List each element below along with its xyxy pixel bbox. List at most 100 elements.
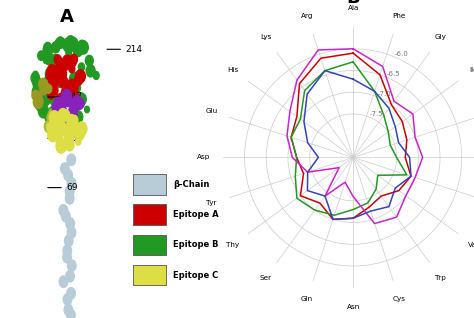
- Circle shape: [68, 61, 74, 68]
- Circle shape: [57, 60, 62, 66]
- Circle shape: [43, 46, 48, 53]
- Circle shape: [50, 93, 60, 107]
- Circle shape: [61, 163, 69, 174]
- Circle shape: [62, 86, 70, 98]
- Circle shape: [67, 227, 76, 238]
- Circle shape: [32, 90, 39, 100]
- Circle shape: [56, 136, 64, 146]
- Circle shape: [78, 41, 88, 54]
- Circle shape: [58, 70, 65, 80]
- Circle shape: [58, 75, 68, 88]
- Circle shape: [38, 104, 48, 118]
- Title: B: B: [346, 0, 360, 7]
- Circle shape: [44, 51, 51, 60]
- Circle shape: [73, 95, 81, 107]
- Circle shape: [65, 116, 71, 124]
- Circle shape: [75, 70, 85, 83]
- Circle shape: [64, 82, 72, 93]
- Circle shape: [56, 58, 64, 68]
- Circle shape: [57, 67, 66, 80]
- Circle shape: [48, 109, 56, 121]
- Circle shape: [67, 154, 75, 166]
- Circle shape: [41, 89, 48, 99]
- Circle shape: [67, 288, 75, 299]
- FancyBboxPatch shape: [133, 235, 166, 255]
- Circle shape: [78, 63, 84, 71]
- Circle shape: [36, 93, 42, 101]
- Circle shape: [44, 57, 48, 64]
- Circle shape: [63, 140, 69, 148]
- Circle shape: [54, 77, 62, 88]
- Circle shape: [36, 100, 46, 112]
- Circle shape: [56, 60, 63, 70]
- Circle shape: [47, 123, 52, 130]
- Circle shape: [56, 94, 64, 104]
- Circle shape: [73, 43, 83, 57]
- Circle shape: [53, 107, 63, 121]
- Circle shape: [64, 89, 75, 103]
- Circle shape: [54, 97, 62, 109]
- Circle shape: [65, 98, 71, 107]
- Circle shape: [69, 87, 78, 100]
- Circle shape: [46, 72, 52, 80]
- Circle shape: [69, 99, 76, 108]
- Circle shape: [48, 79, 56, 88]
- Circle shape: [61, 121, 68, 131]
- Circle shape: [45, 111, 54, 123]
- Circle shape: [63, 80, 69, 88]
- Circle shape: [49, 113, 59, 125]
- Circle shape: [51, 54, 60, 66]
- Circle shape: [32, 86, 41, 97]
- Circle shape: [57, 123, 67, 136]
- Circle shape: [55, 39, 61, 47]
- Circle shape: [65, 186, 74, 197]
- Circle shape: [67, 110, 75, 121]
- Circle shape: [58, 121, 65, 131]
- Text: β-Chain: β-Chain: [173, 180, 210, 189]
- Circle shape: [66, 113, 72, 121]
- Circle shape: [34, 79, 44, 92]
- Circle shape: [73, 83, 81, 93]
- Circle shape: [74, 75, 82, 86]
- Circle shape: [61, 114, 71, 128]
- Circle shape: [39, 79, 47, 90]
- Circle shape: [64, 60, 70, 67]
- Circle shape: [48, 65, 55, 75]
- Circle shape: [62, 39, 70, 50]
- Circle shape: [45, 46, 52, 57]
- FancyBboxPatch shape: [133, 265, 166, 286]
- Circle shape: [70, 120, 76, 128]
- Circle shape: [49, 95, 54, 102]
- Circle shape: [75, 124, 83, 135]
- Circle shape: [64, 86, 69, 93]
- Circle shape: [67, 117, 73, 125]
- Circle shape: [71, 115, 78, 125]
- Circle shape: [53, 68, 60, 78]
- Circle shape: [66, 36, 75, 49]
- Circle shape: [42, 95, 50, 106]
- Circle shape: [63, 55, 71, 66]
- Text: Epitope A: Epitope A: [173, 210, 219, 219]
- Circle shape: [66, 118, 72, 125]
- Text: 160: 160: [66, 134, 83, 143]
- Circle shape: [56, 108, 62, 117]
- Text: Epitope C: Epitope C: [173, 271, 218, 280]
- Circle shape: [40, 86, 47, 95]
- Circle shape: [67, 177, 76, 189]
- Circle shape: [58, 121, 65, 130]
- Circle shape: [53, 88, 58, 95]
- Circle shape: [66, 49, 72, 57]
- Circle shape: [62, 63, 68, 71]
- Circle shape: [49, 75, 58, 88]
- Circle shape: [58, 108, 64, 115]
- FancyBboxPatch shape: [133, 204, 166, 225]
- Circle shape: [33, 71, 38, 79]
- Circle shape: [64, 115, 74, 127]
- Circle shape: [45, 84, 52, 93]
- Circle shape: [59, 205, 68, 216]
- Text: Epitope B: Epitope B: [173, 240, 219, 249]
- Circle shape: [77, 93, 86, 106]
- Circle shape: [70, 54, 77, 65]
- Circle shape: [51, 127, 57, 134]
- Circle shape: [42, 82, 49, 92]
